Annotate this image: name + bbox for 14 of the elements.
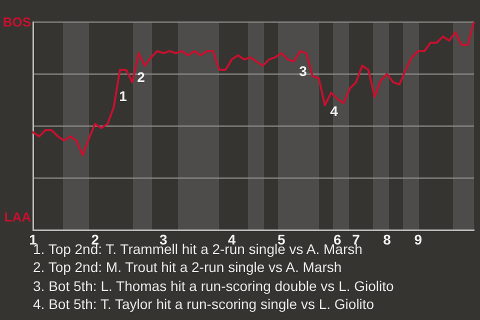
text: 3. Bot 5th: L. Thomas hit a run-scoring double vs L. Giolito [33,276,394,296]
x-tick-label: 4 [228,231,236,248]
annotation: 1 [119,88,128,104]
annotation: 2 [137,68,146,85]
text: BOS [2,14,32,30]
text: 2. Top 2nd: M. Trout hit a 2-run single vs A. Marsh [33,258,343,277]
text: 4. Bot 5th: T. Taylor hit a run-scoring single vs L. Giolito [33,295,376,314]
annotation: 4 [330,102,338,119]
x-tick-label: 9 [414,231,422,248]
x-tick-label: 3 [160,231,168,248]
x-tick-label: 5 [278,231,286,248]
text: LAA [4,210,32,225]
annotation: 3 [299,62,308,79]
x-tick-label: 8 [383,231,392,248]
